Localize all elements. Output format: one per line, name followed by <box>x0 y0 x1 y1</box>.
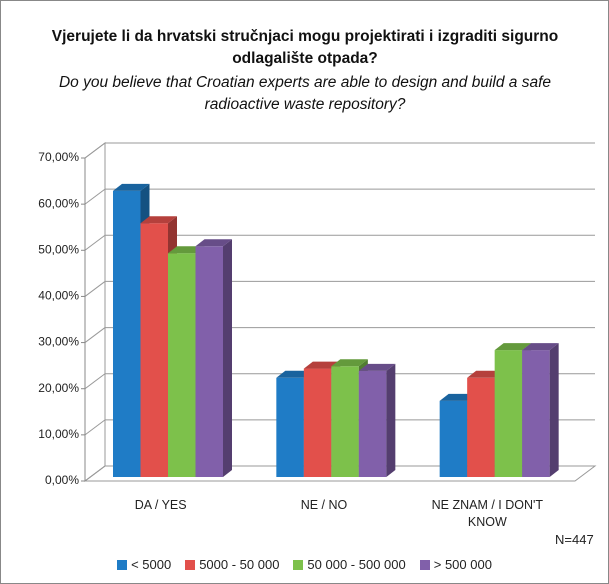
grid-line <box>84 465 106 482</box>
grid-line <box>84 373 106 390</box>
bar <box>113 190 141 477</box>
bar-top <box>195 239 232 247</box>
bar <box>195 246 223 477</box>
bar <box>522 350 550 477</box>
y-tick-label: 70,00% <box>38 150 79 164</box>
bar-top <box>303 361 341 369</box>
bar-top <box>439 393 477 401</box>
bar <box>439 400 468 477</box>
bar <box>168 253 196 477</box>
bar-side <box>223 239 232 477</box>
grid-line <box>84 419 106 436</box>
bar <box>303 368 332 477</box>
legend-item: 50 000 - 500 000 <box>293 557 406 572</box>
legend-swatch <box>293 559 304 570</box>
back-wall <box>84 142 106 482</box>
bar-top <box>522 343 559 351</box>
legend-label: > 500 000 <box>433 557 492 572</box>
legend: < 5000 5000 - 50 000 50 000 - 500 000 > 500… <box>0 557 609 572</box>
bar-top <box>168 246 205 254</box>
grid-line <box>84 142 106 159</box>
y-tick-label: 20,00% <box>38 381 79 395</box>
legend-swatch <box>185 559 196 570</box>
chart-title: Vjerujete li da hrvatski stručnjaci mogu… <box>51 28 559 67</box>
bar-top <box>358 363 396 371</box>
bar-top <box>331 359 368 367</box>
bar-top <box>494 343 532 351</box>
bar-side <box>549 343 559 477</box>
bar <box>331 366 359 477</box>
grid-line <box>84 188 106 205</box>
y-tick-label: 50,00% <box>38 242 79 256</box>
legend-item: 5000 - 50 000 <box>185 557 279 572</box>
bar <box>358 370 387 477</box>
grid-line <box>84 234 106 251</box>
legend-label: < 5000 <box>131 557 172 572</box>
legend-label: 5000 - 50 000 <box>199 557 280 572</box>
legend-swatch <box>117 559 128 570</box>
x-tick-label: NE ZNAM / I DON'T KNOW <box>431 498 544 529</box>
grid-line <box>84 327 106 343</box>
x-tick-label: DA / YES <box>134 498 187 512</box>
y-tick-label: 0,00% <box>45 473 79 487</box>
legend-label: 50 000 - 500 000 <box>307 557 406 572</box>
bar-top <box>276 370 313 378</box>
y-tick-label: 30,00% <box>38 335 79 349</box>
bar-top <box>113 183 150 191</box>
x-tick-label: NE / NO <box>300 498 348 512</box>
y-tick-label: 10,00% <box>38 427 79 441</box>
chart-subtitle: Do you believe that Croatian experts are… <box>58 74 551 113</box>
bar-top <box>140 216 177 224</box>
bar <box>140 223 168 477</box>
y-tick-label: 60,00% <box>38 196 79 210</box>
bar-side <box>386 363 396 477</box>
bar-top <box>467 370 504 378</box>
y-tick-label: 40,00% <box>38 289 79 303</box>
bar <box>494 350 523 477</box>
annotation: N=447 <box>555 532 594 547</box>
legend-item: > 500 000 <box>419 557 492 572</box>
legend-item: < 5000 <box>117 557 171 572</box>
legend-swatch <box>419 559 430 570</box>
bar <box>467 377 495 477</box>
grid-line <box>84 281 106 297</box>
bar <box>276 377 304 477</box>
